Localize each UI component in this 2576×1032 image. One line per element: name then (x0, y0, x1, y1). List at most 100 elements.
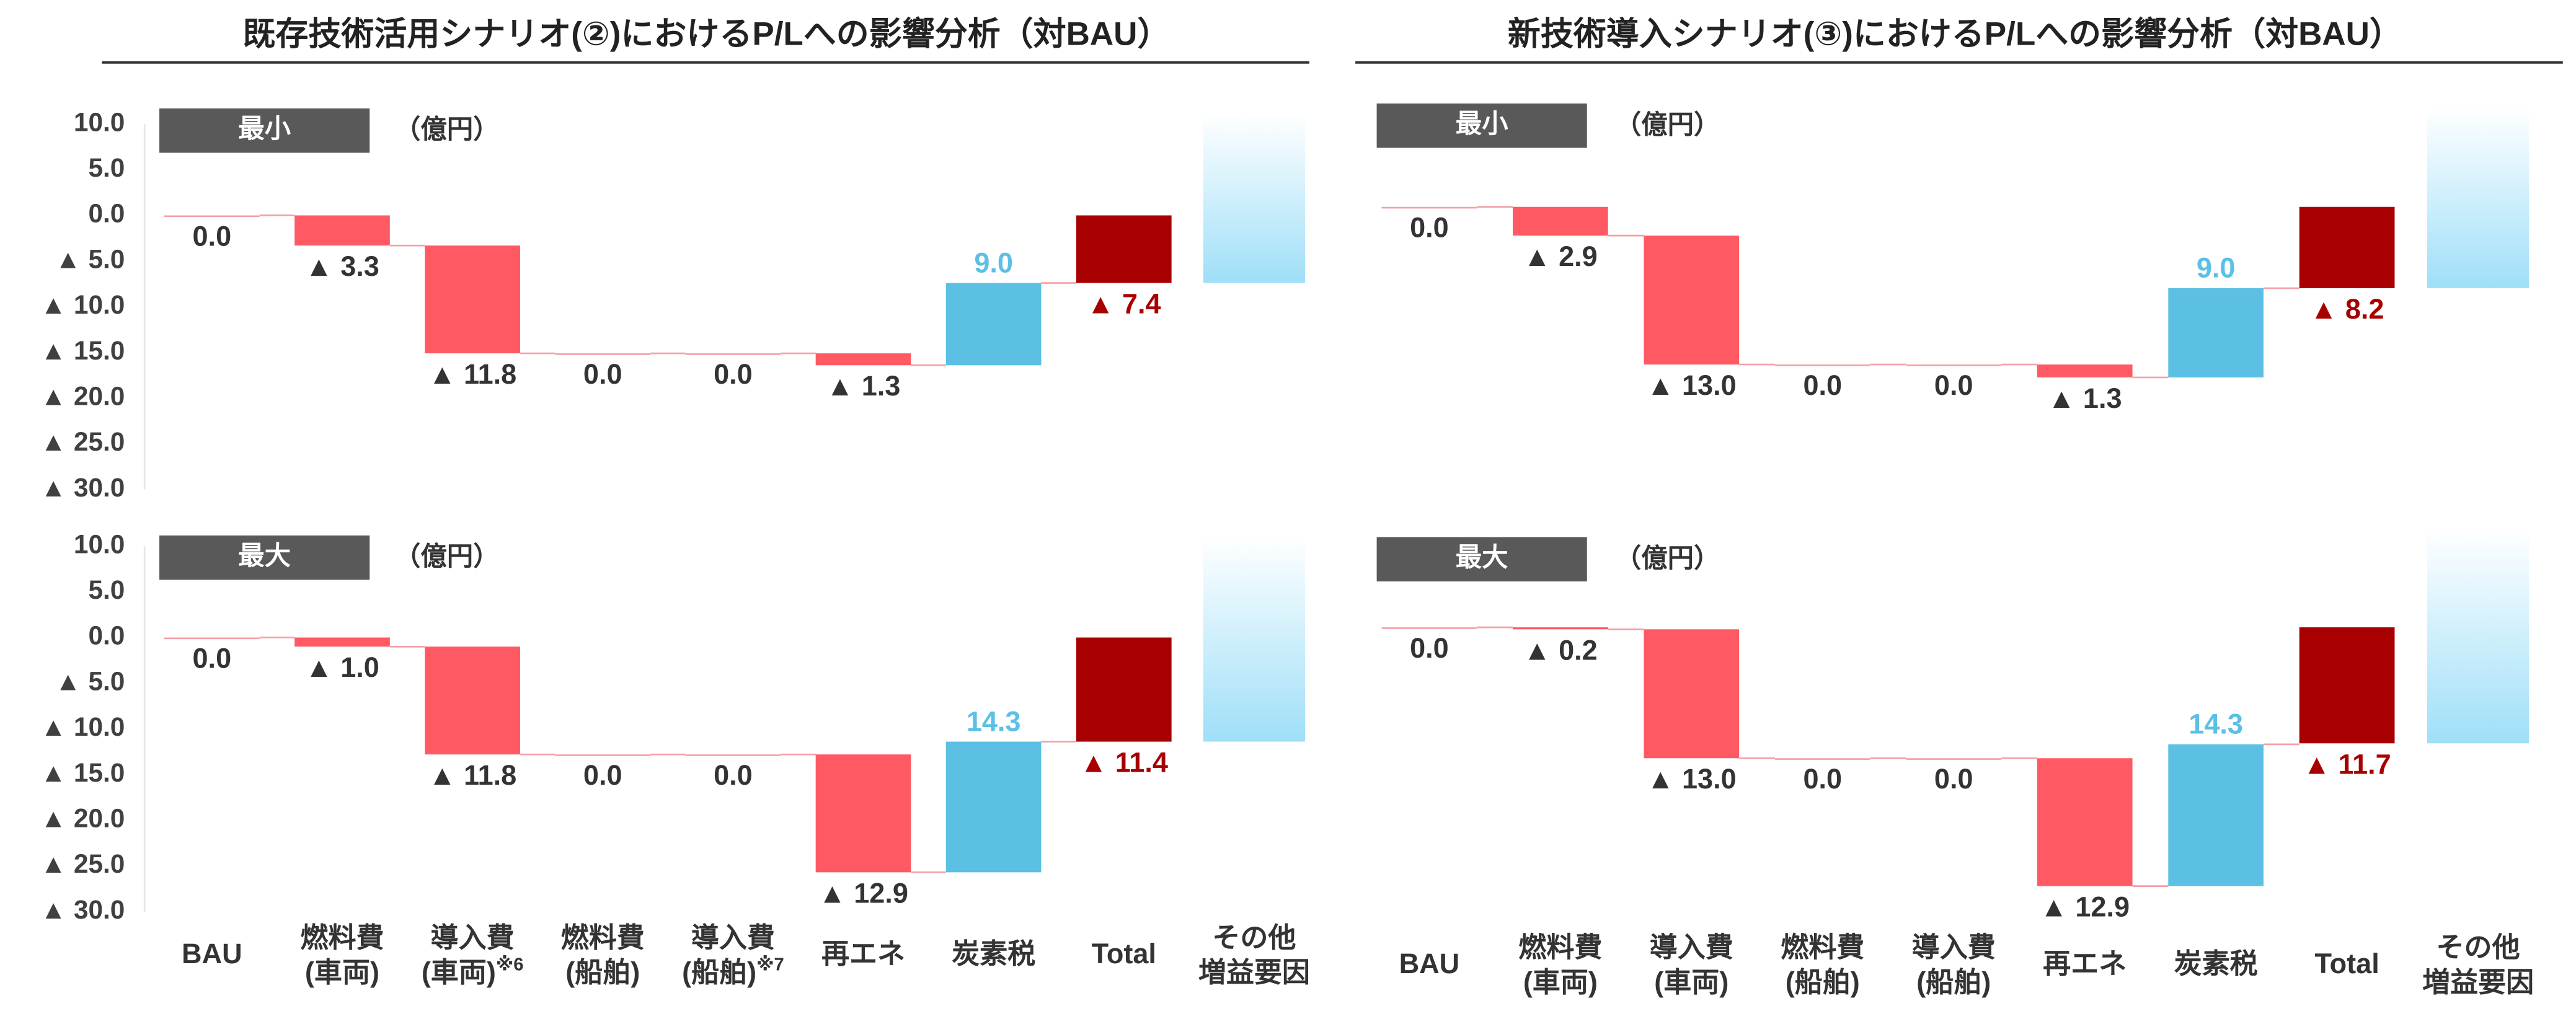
x-tick-label: その他増益要因 (2422, 932, 2534, 998)
x-tick-label: 導入費(車両) (1650, 932, 1733, 998)
y-tick-label: 10.0 (74, 107, 125, 136)
unit-label: （億円） (394, 542, 500, 571)
x-tick-label: 導入費(船舶)※7 (682, 922, 784, 988)
value-label: 9.0 (2197, 252, 2236, 284)
y-tick-label: ▲ 10.0 (40, 290, 125, 319)
panel-label-box (159, 535, 370, 580)
bar (1381, 206, 1477, 209)
other-gain-bar (2427, 107, 2530, 288)
value-label: 0.0 (1410, 632, 1449, 664)
bar (164, 637, 260, 640)
value-label: ▲ 2.9 (1523, 240, 1598, 272)
value-label: ▲ 3.3 (305, 250, 379, 282)
bar (555, 754, 651, 756)
value-label: ▲ 11.8 (428, 358, 516, 390)
value-label: 14.3 (967, 705, 1021, 737)
bar (2037, 364, 2133, 377)
value-label: ▲ 11.7 (2303, 748, 2391, 780)
total-bar (2299, 206, 2395, 288)
y-tick-label: ▲ 15.0 (40, 336, 125, 365)
x-tick-label: 導入費(船舶) (1912, 932, 1996, 998)
x-tick-label: BAU (182, 938, 242, 969)
bar (815, 353, 911, 366)
panel-label: 最小 (1456, 109, 1508, 138)
bar (1644, 236, 1740, 365)
value-label: ▲ 11.8 (428, 759, 516, 791)
panel-label: 最大 (238, 541, 291, 570)
bar (1774, 758, 1870, 760)
value-label: 0.0 (714, 759, 753, 791)
bar (425, 245, 520, 354)
y-tick-label: 5.0 (88, 575, 125, 604)
x-tick-label: 燃料費(車両) (300, 922, 384, 988)
total-bar (1076, 637, 1172, 742)
panel-label: 最小 (238, 114, 291, 143)
x-tick-label: 再エネ (2043, 948, 2127, 979)
y-tick-label: 0.0 (88, 621, 125, 650)
y-tick-label: ▲ 20.0 (40, 382, 125, 411)
bar (685, 353, 781, 355)
value-label: ▲ 0.2 (1523, 634, 1598, 666)
total-bar (1076, 215, 1172, 283)
bar (1644, 629, 1740, 759)
x-tick-label: 炭素税 (952, 938, 1035, 969)
value-label: ▲ 13.0 (1647, 369, 1737, 401)
bar (425, 646, 520, 755)
value-label: 0.0 (1934, 369, 1973, 401)
bar (1513, 627, 1608, 630)
y-tick-label: 10.0 (74, 529, 125, 558)
y-tick-label: ▲ 30.0 (40, 473, 125, 502)
bar (685, 754, 781, 756)
panel-label: 最大 (1456, 543, 1508, 572)
bar (1906, 758, 2002, 760)
bar (2168, 744, 2264, 886)
x-tick-label: BAU (1399, 948, 1460, 979)
other-gain-bar (1203, 114, 1306, 283)
bar (294, 215, 390, 246)
bar (815, 754, 911, 873)
bar (1381, 627, 1477, 629)
value-label: ▲ 1.3 (826, 370, 901, 402)
y-tick-label: 5.0 (88, 153, 125, 182)
other-gain-bar (2427, 528, 2530, 744)
bar (2037, 758, 2133, 886)
y-tick-label: ▲ 5.0 (55, 666, 125, 695)
x-tick-label: 導入費(車両)※6 (422, 922, 524, 988)
value-label: ▲ 8.2 (2310, 293, 2384, 325)
x-tick-label: Total (2314, 948, 2379, 979)
x-tick-label: その他増益要因 (1198, 922, 1310, 988)
bar (945, 283, 1042, 366)
x-tick-label: 炭素税 (2174, 948, 2258, 979)
value-label: 0.0 (193, 643, 232, 674)
value-label: ▲ 12.9 (2040, 891, 2130, 923)
x-tick-label: 再エネ (821, 938, 905, 969)
bar (555, 353, 651, 355)
y-tick-label: ▲ 15.0 (40, 758, 125, 787)
value-label: 0.0 (1803, 369, 1842, 401)
total-bar (2299, 627, 2395, 744)
bar (1513, 206, 1608, 236)
y-tick-label: ▲ 25.0 (40, 427, 125, 456)
value-label: ▲ 11.4 (1080, 747, 1168, 778)
bar (164, 215, 260, 218)
x-tick-label: 燃料費(船舶) (1781, 932, 1864, 998)
unit-label: （億円） (394, 115, 500, 144)
value-label: ▲ 1.0 (305, 651, 379, 683)
bar (1906, 364, 2002, 366)
other-gain-bar (1203, 536, 1306, 742)
value-label: ▲ 7.4 (1087, 288, 1161, 320)
x-tick-label: 燃料費(船舶) (561, 922, 645, 988)
value-label: 0.0 (714, 358, 753, 390)
value-label: 9.0 (974, 247, 1013, 278)
unit-label: （億円） (1615, 544, 1720, 573)
bar (294, 637, 390, 647)
chart-title: 新技術導入シナリオ(③)におけるP/Lへの影響分析（対BAU） (1508, 15, 2402, 52)
value-label: 0.0 (583, 759, 622, 791)
value-label: 0.0 (1410, 212, 1449, 244)
panel-label-box (159, 108, 370, 153)
x-tick-label: 燃料費(車両) (1518, 932, 1602, 998)
y-tick-label: 0.0 (88, 199, 125, 228)
y-tick-label: ▲ 25.0 (40, 849, 125, 878)
value-label: 0.0 (193, 220, 232, 252)
unit-label: （億円） (1615, 110, 1720, 139)
